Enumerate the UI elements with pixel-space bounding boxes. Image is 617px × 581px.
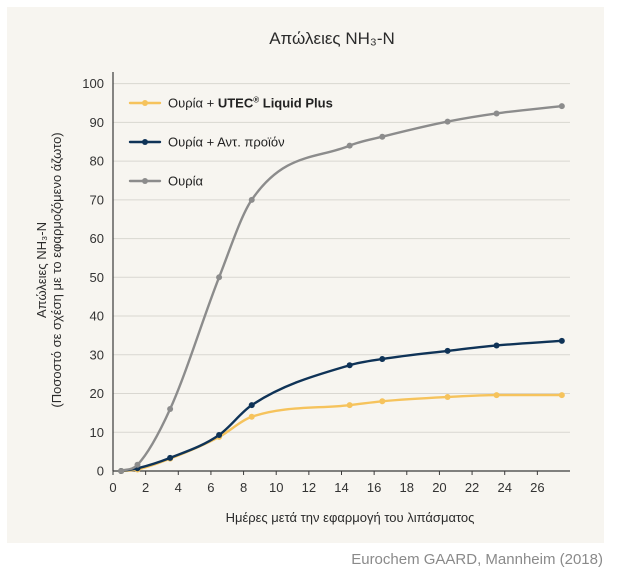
- x-tick-label-2: 2: [142, 480, 149, 495]
- data-point-2-10: [558, 337, 565, 344]
- data-point-3-4: [216, 274, 223, 281]
- y-tick-label-40: 40: [90, 309, 104, 324]
- series: [118, 103, 565, 474]
- y-tick-label-60: 60: [90, 231, 104, 246]
- y-tick-label-10: 10: [90, 425, 104, 440]
- x-tick-label-8: 8: [240, 480, 247, 495]
- x-tick-label-24: 24: [497, 480, 511, 495]
- data-point-1-5: [248, 413, 255, 420]
- legend-marker: [142, 178, 148, 184]
- legend-label-regular: Ουρία +: [168, 96, 218, 111]
- data-point-1-6: [346, 402, 353, 409]
- legend-marker: [142, 139, 148, 145]
- x-tick-label-16: 16: [367, 480, 381, 495]
- source-caption: Eurochem GAARD, Mannheim (2018): [351, 551, 603, 568]
- legend-label: Ουρία + Αντ. προϊόν: [168, 135, 285, 150]
- x-tick-label-22: 22: [465, 480, 479, 495]
- x-axis-label: Ημέρες μετά την εφαρμογή του λιπάσματος: [226, 510, 475, 525]
- data-point-3-9: [493, 110, 500, 117]
- legend-label-bold: UTEC: [218, 96, 254, 111]
- data-point-3-1: [118, 468, 125, 474]
- x-tick-label-12: 12: [302, 480, 316, 495]
- data-point-3-2: [134, 461, 141, 468]
- data-point-2-8: [444, 347, 451, 354]
- data-point-1-8: [444, 394, 451, 401]
- x-tick-label-18: 18: [400, 480, 414, 495]
- data-point-3-6: [346, 142, 353, 149]
- data-point-2-5: [248, 402, 255, 409]
- data-point-3-5: [248, 196, 255, 203]
- legend-item: Ουρία: [128, 174, 204, 189]
- x-tick-label-26: 26: [530, 480, 544, 495]
- chart-title: Απώλειες NH₃-N: [269, 29, 395, 48]
- y-tick-label-0: 0: [97, 464, 104, 479]
- legend-label: Ουρία: [168, 174, 204, 189]
- data-point-3-8: [444, 118, 451, 125]
- y-tick-label-100: 100: [82, 76, 104, 91]
- x-tick-label-4: 4: [175, 480, 182, 495]
- x-tick-label-20: 20: [432, 480, 446, 495]
- data-point-1-7: [379, 398, 386, 405]
- x-tick-label-10: 10: [269, 480, 283, 495]
- x-tick-label-6: 6: [207, 480, 214, 495]
- data-point-2-9: [493, 342, 500, 349]
- legend-label: Ουρία + UTEC® Liquid Plus: [168, 96, 333, 111]
- y-tick-label-30: 30: [90, 347, 104, 362]
- series-line-2: [119, 339, 564, 473]
- data-point-2-7: [379, 356, 386, 363]
- data-point-3-7: [379, 133, 386, 140]
- legend-label-bold: Liquid Plus: [259, 96, 333, 111]
- data-point-2-4: [216, 431, 223, 438]
- y-axis-label-line-2: (Ποσοστό σε σχέση με το εφαρμοζόμενο άζω…: [49, 132, 64, 407]
- legend-item: Ουρία + Αντ. προϊόν: [128, 135, 285, 150]
- data-point-1-10: [558, 392, 565, 399]
- series-line-3: [119, 104, 564, 473]
- y-axis-label-line-1: Απώλειες NH₃-N: [34, 222, 49, 318]
- legend-label-registered-mark: ®: [253, 96, 259, 105]
- data-point-1-9: [493, 392, 500, 399]
- chart-panel: [7, 7, 604, 543]
- legend-item: Ουρία + UTEC® Liquid Plus: [128, 96, 333, 111]
- x-tick-label-0: 0: [109, 480, 116, 495]
- y-tick-label-20: 20: [90, 386, 104, 401]
- data-point-2-3: [167, 454, 174, 461]
- legend-marker: [142, 100, 148, 106]
- data-point-3-10: [558, 103, 565, 110]
- gridlines: [113, 83, 570, 433]
- y-tick-label-70: 70: [90, 192, 104, 207]
- y-tick-label-50: 50: [90, 270, 104, 285]
- data-point-2-6: [346, 362, 353, 369]
- x-tick-label-14: 14: [334, 480, 348, 495]
- y-tick-label-90: 90: [90, 115, 104, 130]
- legend: Ουρία + UTEC® Liquid Plus Ουρία + Αντ. πρ…: [128, 96, 333, 189]
- y-tick-label-80: 80: [90, 154, 104, 169]
- data-point-3-3: [167, 406, 174, 413]
